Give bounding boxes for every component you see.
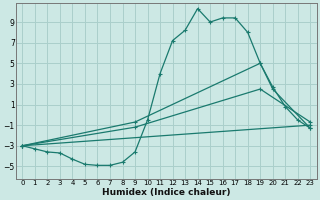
X-axis label: Humidex (Indice chaleur): Humidex (Indice chaleur): [102, 188, 231, 197]
